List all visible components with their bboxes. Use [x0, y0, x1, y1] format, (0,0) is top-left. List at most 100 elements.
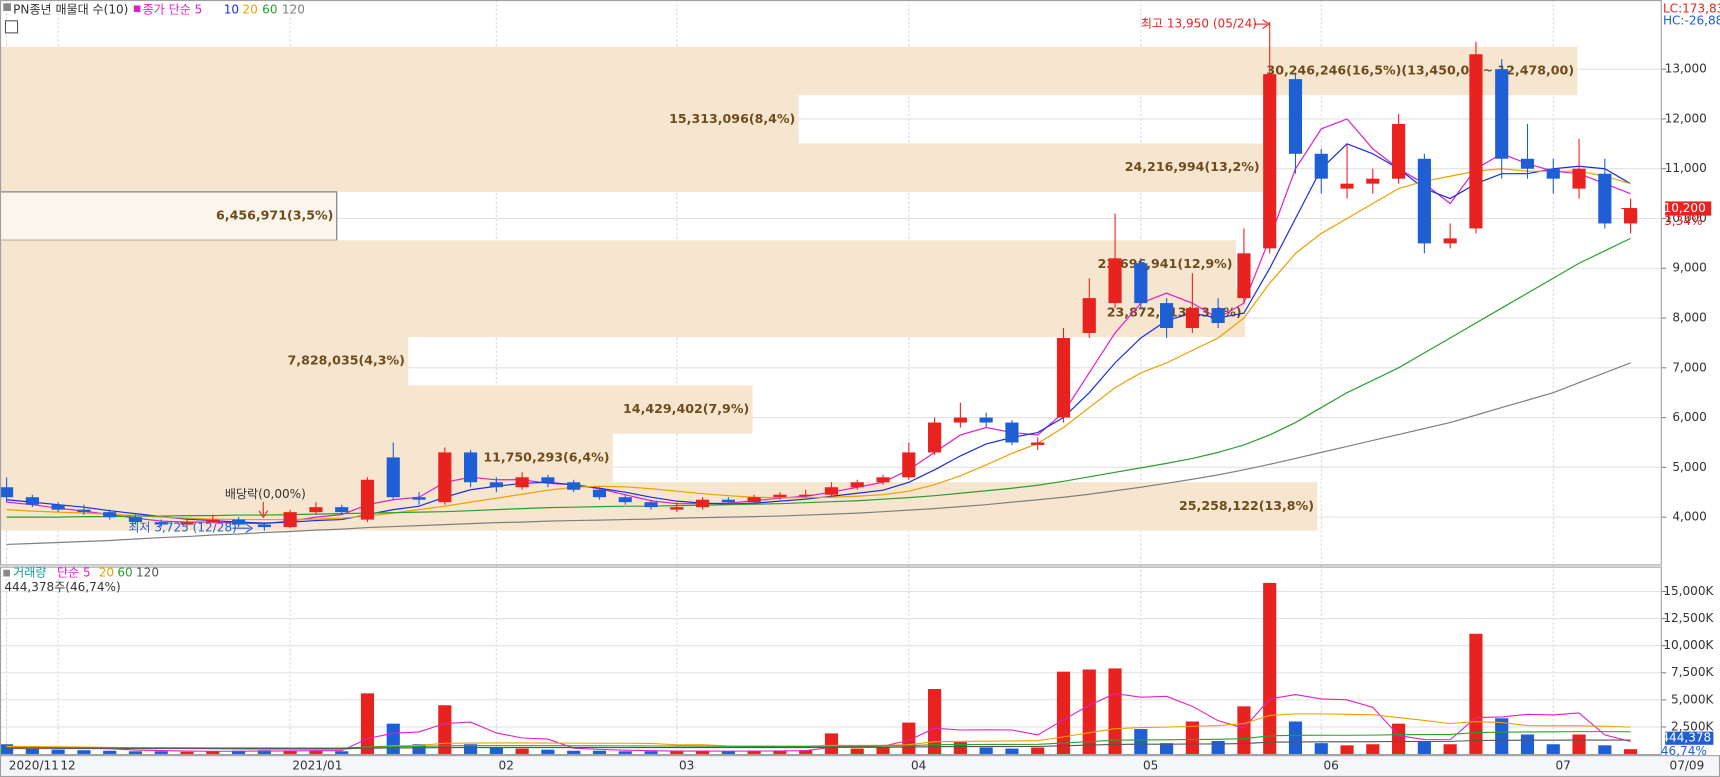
volume-bar	[386, 723, 400, 754]
candle-body	[850, 482, 864, 488]
candle-body	[1417, 158, 1431, 244]
legend-marker	[133, 5, 141, 13]
ma-line	[6, 237, 1631, 518]
x-tick-label: 06	[1323, 759, 1338, 773]
x-tick-label: 07	[1555, 759, 1570, 773]
grid-icon[interactable]	[4, 20, 19, 34]
candle-body	[979, 417, 993, 423]
x-tick-label: 2021/01	[292, 759, 342, 773]
candle-body	[902, 452, 916, 478]
y-tick-label: 5,000K	[1671, 692, 1715, 706]
candle-body	[1160, 303, 1174, 328]
low-annotation: 최저 3,725 (12/28)	[128, 521, 236, 535]
volume-bar	[438, 705, 452, 754]
candle-body	[1263, 74, 1277, 249]
volume-bar	[335, 751, 349, 754]
volume-bar	[721, 751, 735, 754]
candle-body	[1031, 442, 1045, 445]
candle-body	[618, 497, 632, 503]
candle-body	[1495, 69, 1509, 159]
profile-bar	[0, 288, 1245, 338]
volume-ma-line	[6, 739, 1631, 750]
candle-body	[438, 452, 452, 503]
y-tick-label: 11,000	[1665, 161, 1707, 175]
legend-entry: 60	[117, 566, 132, 580]
candle-body	[747, 497, 761, 503]
candle-body	[386, 457, 400, 498]
volume-title: 거래량	[13, 566, 46, 580]
volume-bar	[1134, 729, 1148, 754]
candle-body	[1366, 178, 1380, 184]
low-arrow-head	[245, 523, 254, 534]
candle-body	[721, 499, 735, 503]
volume-bar	[206, 751, 220, 754]
y-tick-label: 15,000K	[1663, 584, 1714, 598]
volume-ma-line	[6, 731, 1631, 749]
volume-bar	[283, 750, 297, 754]
plot-layer: 30,246,246(16,5%)(13,450,00 ~ 12,478,00)…	[0, 21, 1638, 754]
candle-body	[1005, 422, 1019, 443]
candle-body	[1288, 79, 1303, 154]
volume-bar	[1366, 744, 1380, 754]
profile-label: 24,216,994(13,2%)	[1125, 159, 1260, 174]
volume-bar	[1392, 723, 1406, 754]
candle-body	[25, 497, 39, 505]
x-tick-label: 03	[679, 759, 694, 773]
candle-body	[77, 509, 91, 513]
volume-bar	[747, 750, 761, 754]
x-tick-label: 05	[1143, 759, 1158, 773]
candle-body	[1082, 298, 1096, 333]
candle-body	[464, 452, 478, 483]
current-date: 07/09	[1670, 759, 1705, 773]
legend-entry: 종가 단순 5	[143, 2, 203, 16]
volume-bar	[773, 750, 787, 754]
candle-body	[876, 477, 890, 483]
legend-entry: 120	[136, 566, 159, 580]
candle-body	[1392, 123, 1406, 179]
profile-label: 6,456,971(3,5%)	[216, 208, 333, 223]
candle-body	[1314, 153, 1328, 179]
volume-bar	[1263, 582, 1277, 754]
y-tick-label: 12,500K	[1663, 611, 1714, 625]
overlay-layer: PN종년 매물대 수(10) LC:173,83 HC:-26,88 최고 13…	[3, 1, 1720, 773]
volume-bar	[257, 750, 271, 754]
candle-body	[799, 494, 813, 497]
volume-bar	[824, 733, 839, 754]
volume-bar	[1598, 745, 1612, 754]
y-tick-label: 10,000K	[1663, 638, 1714, 652]
volume-bar	[1056, 671, 1071, 754]
volume-bar	[154, 751, 168, 754]
candle-body	[953, 417, 967, 423]
profile-bar	[0, 95, 799, 144]
volume-bar	[850, 748, 864, 754]
volume-bar	[180, 751, 194, 754]
volume-bar	[1237, 706, 1251, 754]
x-tick-label: 2020/11	[9, 759, 59, 773]
candle-body	[928, 422, 942, 453]
chart-title: PN종년 매물대 수(10)	[13, 2, 128, 16]
volume-bar	[1340, 745, 1354, 754]
profile-label: 15,313,096(8,4%)	[669, 111, 795, 126]
candle-body	[1520, 158, 1535, 169]
profile-bar	[0, 191, 338, 241]
volume-bar	[232, 750, 246, 754]
volume-bar	[360, 693, 375, 754]
profile-bar	[0, 385, 753, 434]
legend-marker	[4, 569, 10, 576]
candle-body	[335, 507, 349, 513]
volume-bar	[1572, 734, 1586, 754]
candle-body	[283, 512, 297, 528]
y-tick-label: 8,000	[1672, 311, 1707, 325]
volume-bar	[928, 689, 942, 754]
volume-bar	[103, 750, 117, 754]
volume-bar	[77, 750, 91, 754]
legend-entry: 단순 5	[57, 566, 91, 580]
candle-body	[1340, 183, 1354, 189]
volume-bar	[309, 750, 323, 754]
volume-bar	[1520, 734, 1535, 754]
volume-bar	[1443, 744, 1457, 754]
volume-bar	[876, 747, 890, 754]
y-tick-label: 7,000	[1672, 360, 1707, 374]
candle-body	[1108, 258, 1122, 304]
